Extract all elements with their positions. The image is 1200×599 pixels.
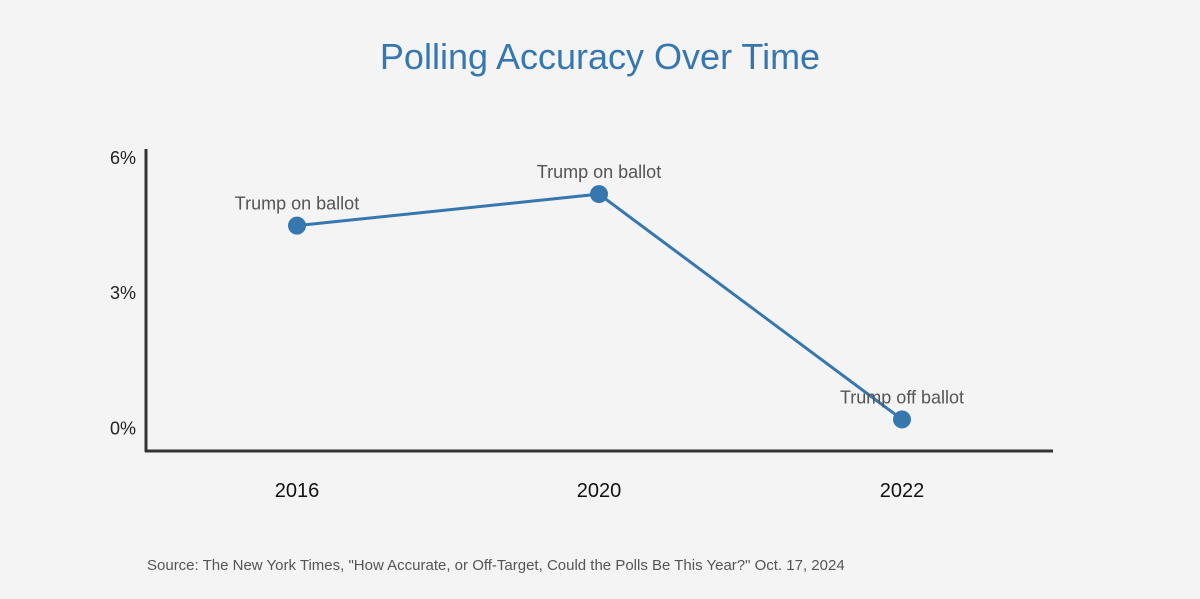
data-point (893, 410, 911, 429)
point-labels: Trump on ballot Trump on ballot Trump off … (235, 162, 964, 407)
y-tick-label: 0% (110, 418, 136, 438)
x-tick-labels: 2016 2020 2022 (275, 480, 925, 502)
y-tick-label: 3% (110, 283, 136, 303)
chart-title: Polling Accuracy Over Time (379, 36, 821, 77)
point-label: Trump off ballot (840, 387, 964, 407)
y-tick-labels: 0% 3% 6% (110, 148, 136, 438)
data-point (288, 216, 306, 235)
y-tick-label: 6% (110, 148, 136, 168)
series-group (288, 185, 911, 429)
source-note: Source: The New York Times, "How Accurat… (147, 557, 845, 574)
x-tick-label: 2016 (275, 480, 320, 502)
x-tick-label: 2022 (880, 480, 925, 502)
data-point (590, 185, 608, 204)
series-line (296, 192, 903, 421)
x-tick-label: 2020 (577, 480, 622, 502)
point-label: Trump on ballot (235, 194, 359, 214)
point-label: Trump on ballot (537, 162, 661, 182)
